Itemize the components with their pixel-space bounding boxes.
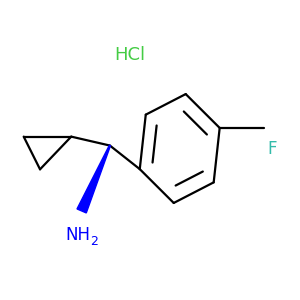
- Text: F: F: [267, 140, 277, 158]
- Text: HCl: HCl: [114, 46, 146, 64]
- Polygon shape: [77, 145, 110, 213]
- Text: NH: NH: [65, 226, 90, 244]
- Text: 2: 2: [91, 235, 98, 248]
